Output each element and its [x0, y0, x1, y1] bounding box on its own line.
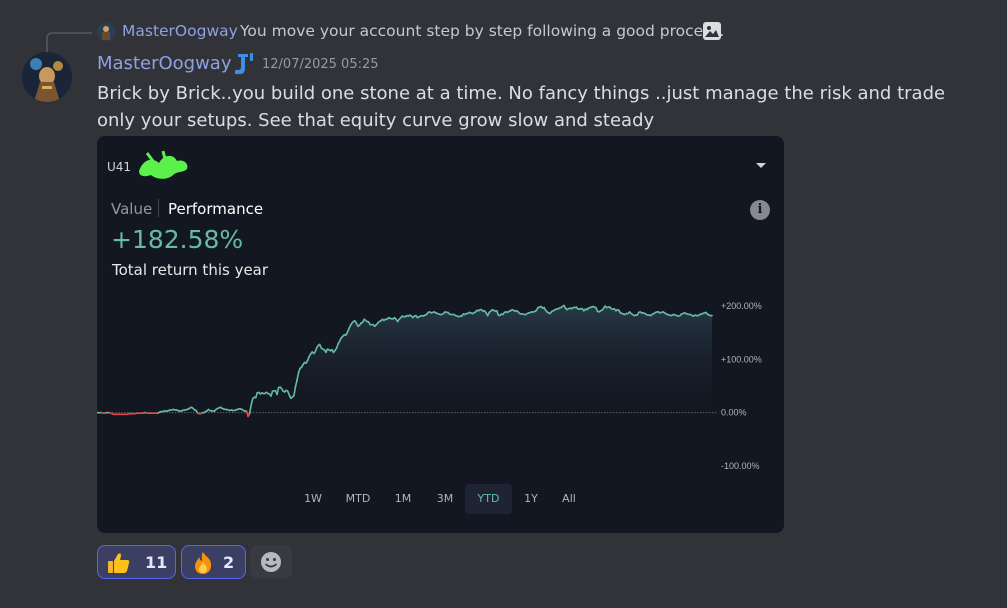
chart-line-segment: [293, 386, 297, 397]
chart-line-segment: [297, 367, 301, 374]
y-tick-label: +200.00%: [721, 301, 762, 311]
message-content: Brick by Brick..you build one stone at a…: [97, 83, 946, 131]
reply-author[interactable]: MasterOogway: [122, 22, 238, 40]
reaction-fire[interactable]: 2: [181, 545, 246, 579]
chart-line-segment: [250, 398, 254, 406]
chart-line-segment: [248, 404, 252, 415]
chart-line-segment: [296, 372, 300, 382]
redaction-scribble: [133, 149, 193, 185]
fire-icon: [190, 550, 216, 576]
chart-line-segment: [254, 392, 258, 399]
chevron-down-icon[interactable]: [756, 163, 766, 168]
info-icon[interactable]: i: [750, 200, 770, 220]
chart-line-segment: [294, 379, 298, 388]
message-timestamp[interactable]: 12/07/2025 05:25: [262, 57, 379, 72]
period-3m[interactable]: 3M: [436, 492, 454, 505]
chart-line-segment: [270, 390, 274, 397]
reply-text[interactable]: You move your account step by step follo…: [240, 22, 725, 40]
period-ytd[interactable]: YTD: [465, 484, 512, 514]
period-1m[interactable]: 1M: [394, 492, 412, 505]
reaction-thumbs-up[interactable]: 11: [97, 545, 176, 579]
avatar[interactable]: [22, 52, 72, 102]
smiley-icon: [261, 552, 281, 572]
account-id: U41: [107, 160, 132, 174]
reaction-count: 2: [223, 553, 235, 572]
period-mtd[interactable]: MTD: [345, 492, 371, 505]
tab-performance[interactable]: Performance: [168, 200, 264, 218]
role-badge-icon[interactable]: [229, 50, 257, 78]
add-reaction-button[interactable]: [250, 545, 292, 579]
thumbs-up-icon: [106, 550, 132, 576]
y-tick-label: +100.00%: [721, 354, 762, 364]
tab-value[interactable]: Value: [111, 200, 153, 218]
period-all[interactable]: All: [562, 492, 576, 505]
reply-connector: [46, 32, 92, 54]
chart-area-fill: [97, 305, 712, 413]
message-author[interactable]: MasterOogway: [97, 53, 232, 74]
period-1w[interactable]: 1W: [304, 492, 322, 505]
tab-divider: [158, 199, 159, 217]
reply-avatar[interactable]: [97, 23, 115, 41]
performance-line-chart: +200.00% +100.00% 0.00% -100.00%: [97, 301, 762, 471]
performance-card-image[interactable]: U41 Value Performance i +182.58% Total r…: [97, 136, 784, 533]
y-tick-label: 0.00%: [721, 408, 747, 418]
period-1y[interactable]: 1Y: [524, 492, 538, 505]
total-return-value: +182.58%: [111, 225, 244, 254]
y-tick-label: -100.00%: [721, 461, 760, 471]
image-icon: [702, 21, 722, 41]
chart-line-segment: [276, 386, 280, 396]
total-return-label: Total return this year: [112, 261, 269, 279]
reaction-count: 11: [145, 553, 168, 572]
